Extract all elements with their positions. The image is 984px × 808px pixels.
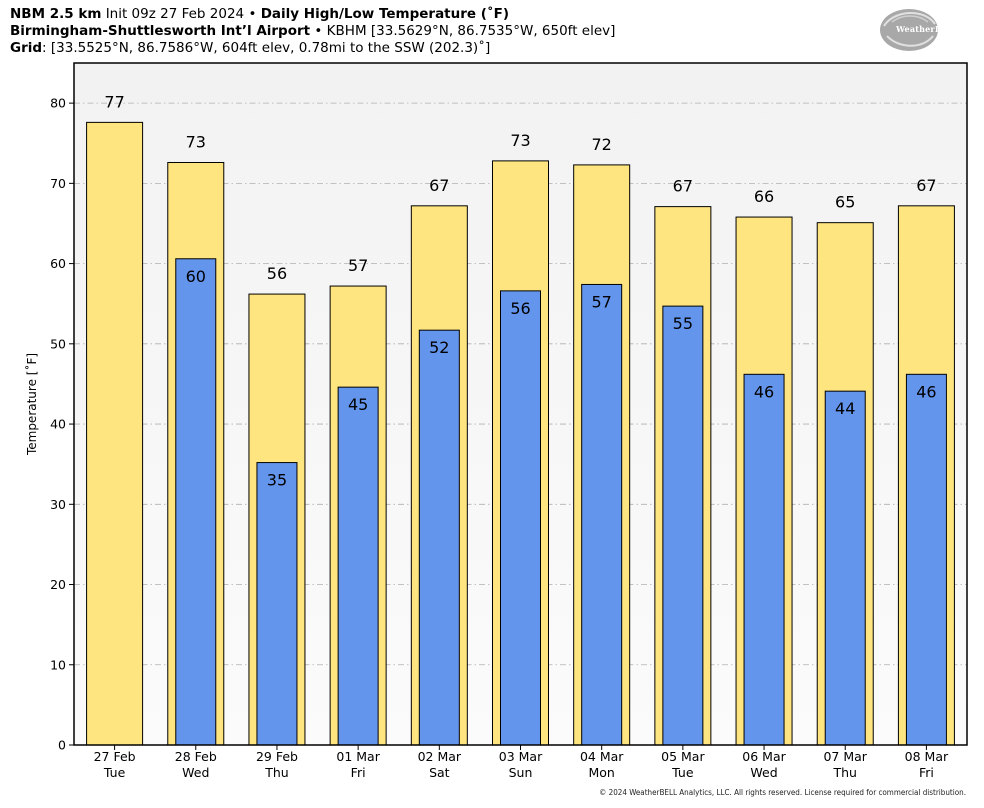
high-temp-label: 66 (754, 187, 774, 206)
high-temp-label: 67 (429, 176, 449, 195)
y-tick-label: 0 (58, 738, 66, 753)
separator: • (248, 6, 257, 22)
y-tick-label: 40 (50, 417, 66, 432)
x-tick-label-date: 28 Feb (175, 749, 217, 764)
x-tick-label-day: Sun (509, 765, 533, 780)
low-temp-label: 55 (673, 314, 693, 333)
high-temp-label: 72 (592, 135, 612, 154)
high-temp-label: 56 (267, 264, 287, 283)
x-tick-label-day: Fri (351, 765, 366, 780)
grid-label: Grid (10, 40, 43, 56)
y-tick-label: 20 (50, 577, 66, 592)
low-temp-bar (743, 373, 785, 746)
high-temp-label: 77 (104, 92, 124, 111)
weatherbell-logo: WeatherBELL (878, 6, 960, 54)
y-tick-label: 10 (50, 657, 66, 672)
x-tick-label-day: Wed (750, 765, 777, 780)
low-temp-label: 56 (510, 299, 530, 318)
x-tick-label-date: 08 Mar (905, 749, 949, 764)
model-name: NBM 2.5 km (10, 6, 102, 22)
low-temp-label: 57 (592, 292, 612, 311)
y-axis-label: Temperature [˚F] (24, 353, 39, 456)
x-tick-label-day: Mon (589, 765, 615, 780)
x-tick-label-day: Thu (264, 765, 288, 780)
y-tick-label: 50 (50, 336, 66, 351)
low-temp-label: 44 (835, 399, 855, 418)
high-temp-bar (86, 121, 144, 746)
low-temp-bar (418, 329, 460, 746)
low-temp-label: 52 (429, 338, 449, 357)
grid-detail: : [33.5525°N, 86.7586°W, 604ft elev, 0.7… (42, 40, 491, 56)
data-labels: 77 73 60 56 35 57 45 67 52 73 56 72 57 67 55 66 46 65 44 67… (104, 92, 936, 489)
high-temp-label: 57 (348, 256, 368, 275)
x-tick-label-day: Sat (429, 765, 450, 780)
high-temp-label: 73 (510, 131, 530, 150)
x-tick-label-date: 27 Feb (94, 749, 136, 764)
low-temp-bar (337, 386, 379, 746)
y-tick-label: 70 (50, 176, 66, 191)
high-temp-label: 65 (835, 193, 855, 212)
low-temp-bar (175, 258, 217, 746)
x-tick-label-day: Tue (671, 765, 694, 780)
low-temp-bar (824, 390, 866, 746)
high-temp-label: 67 (916, 176, 936, 195)
x-tick-label-date: 01 Mar (336, 749, 380, 764)
product-name: Daily High/Low Temperature (˚F) (260, 6, 510, 22)
low-temp-bar (905, 373, 947, 746)
x-tick-label-date: 29 Feb (256, 749, 298, 764)
low-temp-bar (256, 462, 298, 746)
station-name: Birmingham-Shuttlesworth Int’l Airport (10, 23, 311, 39)
x-tick-label-date: 02 Mar (418, 749, 462, 764)
x-tick-label-date: 05 Mar (661, 749, 705, 764)
y-tick-label: 30 (50, 497, 66, 512)
chart-title-line-3: Grid: [33.5525°N, 86.7586°W, 604ft elev,… (10, 40, 490, 57)
station-detail: KBHM [33.5629°N, 86.7535°W, 650ft elev] (326, 23, 616, 39)
x-tick-label-day: Tue (103, 765, 126, 780)
x-tick-label-date: 04 Mar (580, 749, 624, 764)
low-temp-label: 60 (186, 267, 206, 286)
y-tick-label: 80 (50, 96, 66, 111)
separator: • (314, 23, 323, 39)
init-time: Init 09z 27 Feb 2024 (105, 6, 245, 22)
weatherbell-swirl-logo-icon (880, 9, 938, 51)
high-temp-label: 67 (673, 177, 693, 196)
low-temp-label: 46 (754, 382, 774, 401)
x-tick-label-day: Thu (832, 765, 856, 780)
logo-text: WeatherBELL (896, 24, 960, 34)
high-temp-label: 73 (186, 132, 206, 151)
x-tick-label-date: 06 Mar (742, 749, 786, 764)
x-tick-label-day: Wed (182, 765, 209, 780)
chart-title-line-1: NBM 2.5 km Init 09z 27 Feb 2024 • Daily … (10, 6, 509, 23)
low-temp-label: 45 (348, 395, 368, 414)
x-tick-label-date: 03 Mar (499, 749, 543, 764)
x-tick-label-date: 07 Mar (823, 749, 867, 764)
low-temp-bar (500, 290, 541, 746)
bars (86, 121, 955, 746)
low-temp-label: 35 (267, 471, 287, 490)
copyright-notice: © 2024 WeatherBELL Analytics, LLC. All r… (599, 788, 966, 797)
y-tick-label: 60 (50, 256, 66, 271)
low-temp-label: 46 (916, 382, 936, 401)
low-temp-bar (581, 283, 623, 746)
chart-title-line-2: Birmingham-Shuttlesworth Int’l Airport •… (10, 23, 615, 40)
low-temp-bar (662, 305, 704, 746)
x-tick-label-day: Fri (919, 765, 934, 780)
